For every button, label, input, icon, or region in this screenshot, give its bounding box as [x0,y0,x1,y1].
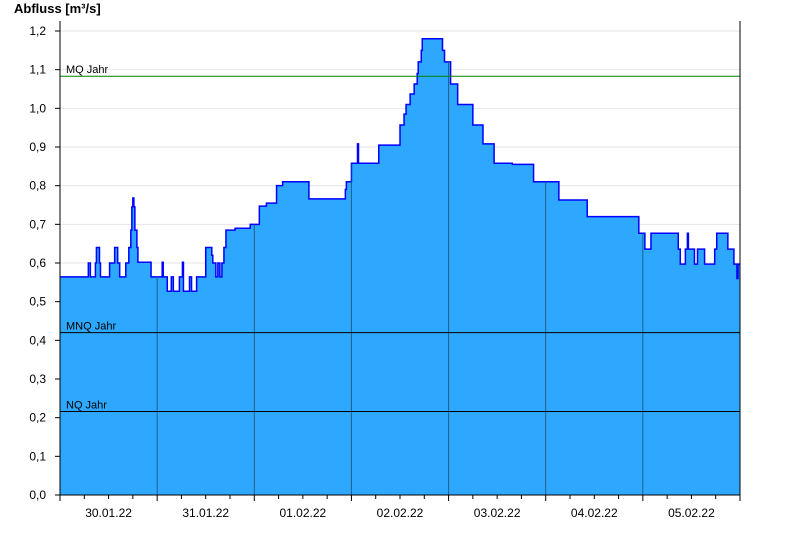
x-tick-label: 02.02.22 [377,506,424,520]
discharge-area [60,38,740,495]
y-tick-label: 0,6 [29,256,46,270]
x-tick-label: 30.01.22 [85,506,132,520]
y-tick-label: 0,7 [29,217,46,231]
y-tick-label: 0,0 [29,488,46,502]
x-tick-label: 01.02.22 [279,506,326,520]
y-tick-label: 0,2 [29,411,46,425]
y-tick-label: 0,5 [29,295,46,309]
reference-line-label: MNQ Jahr [66,321,116,333]
y-tick-label: 1,2 [29,24,46,38]
y-tick-label: 0,4 [29,333,46,347]
y-tick-label: 1,0 [29,101,46,115]
x-tick-label: 03.02.22 [474,506,521,520]
x-tick-label: 04.02.22 [571,506,618,520]
x-tick-label: 05.02.22 [668,506,715,520]
y-tick-label: 0,1 [29,449,46,463]
discharge-line [60,37,740,292]
x-tick-label: 31.01.22 [182,506,229,520]
reference-line-label: NQ Jahr [66,399,107,411]
y-tick-label: 0,9 [29,140,46,154]
y-axis-title: Abfluss [m³/s] [14,1,101,16]
y-tick-label: 0,8 [29,179,46,193]
y-tick-label: 0,3 [29,372,46,386]
y-tick-label: 1,1 [29,63,46,77]
reference-line-label: MQ Jahr [66,64,109,76]
